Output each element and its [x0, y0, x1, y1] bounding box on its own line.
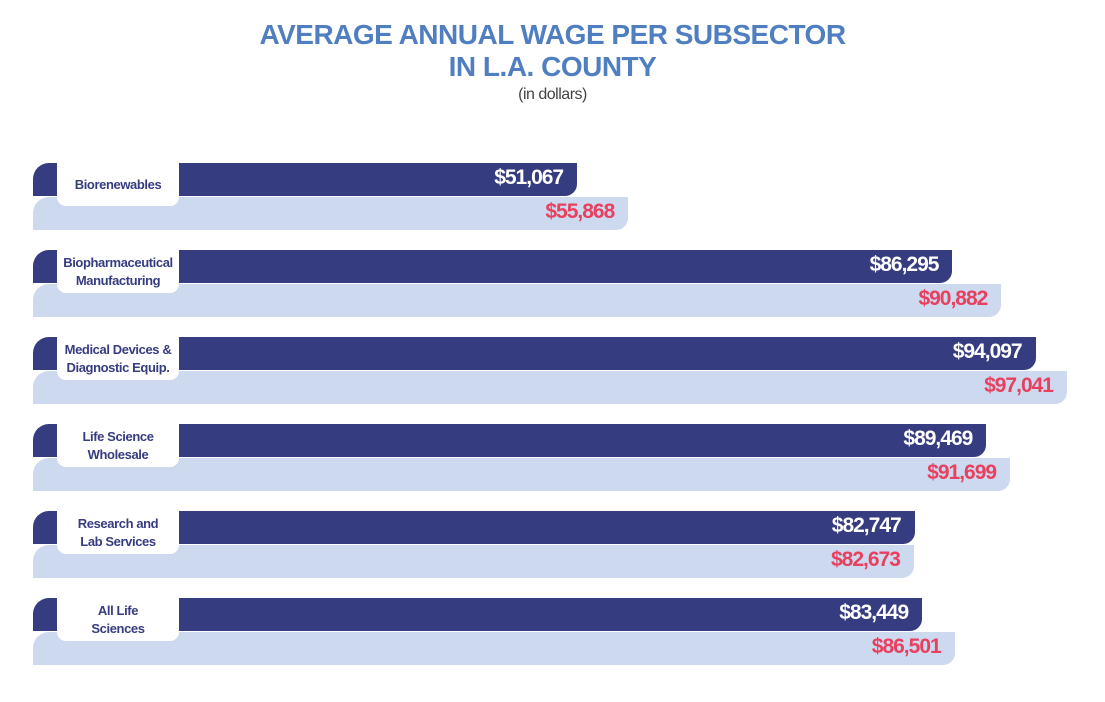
bar-series-2: $86,501 [33, 632, 955, 665]
chart-title-line-1: AVERAGE ANNUAL WAGE PER SUBSECTOR [259, 19, 846, 50]
bar-series-1: $82,747 [33, 511, 915, 544]
category-label: Life Science Wholesale [57, 424, 179, 467]
data-label: $55,868 [545, 200, 615, 223]
data-label: $51,067 [494, 166, 564, 189]
data-label: $91,699 [927, 461, 997, 484]
category-label: Biopharmaceutical Manufacturing [57, 250, 179, 293]
chart-title-line-2: IN L.A. COUNTY [448, 51, 657, 82]
bar-series-2: $97,041 [33, 371, 1067, 404]
chart-subtitle: (in dollars) [518, 86, 587, 103]
category-label: Research and Lab Services [57, 511, 179, 554]
data-label: $82,673 [830, 548, 901, 571]
bar-series-1: $86,295 [33, 250, 953, 283]
category-label: All Life Sciences [57, 598, 179, 641]
data-label: $86,501 [871, 635, 942, 658]
data-label: $86,295 [869, 253, 940, 276]
data-label: $89,469 [903, 427, 973, 450]
bar-series-2: $82,673 [33, 545, 914, 578]
bar-series-2: $91,699 [33, 458, 1011, 491]
data-label: $83,449 [839, 601, 909, 624]
bar-series-2: $90,882 [33, 284, 1002, 317]
bar-series-1: $83,449 [33, 598, 923, 631]
data-label: $97,041 [984, 374, 1054, 397]
category-label: Biorenewables [57, 163, 179, 206]
category-label: Medical Devices & Diagnostic Equip. [57, 337, 179, 380]
bar-series-1: $89,469 [33, 424, 987, 457]
bar-series-1: $94,097 [33, 337, 1036, 370]
data-label: $94,097 [952, 340, 1023, 363]
data-label: $82,747 [831, 514, 902, 537]
data-label: $90,882 [918, 287, 988, 310]
